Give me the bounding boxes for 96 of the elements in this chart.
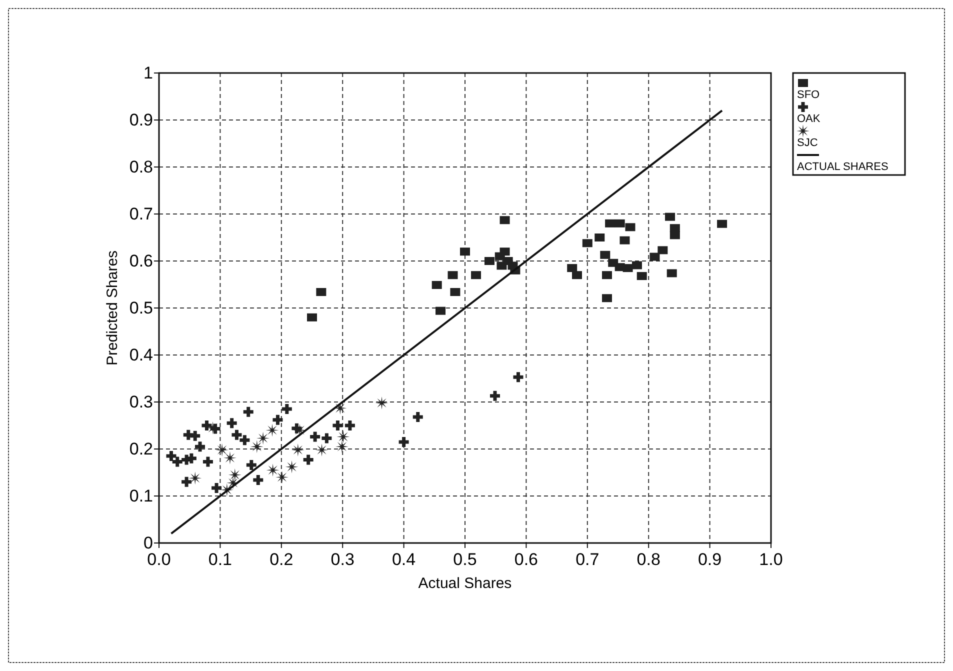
y-tick-label: 0.9 [129,110,153,130]
point [605,219,616,228]
point [320,431,334,445]
point [330,418,344,432]
point [436,306,446,315]
point [223,451,236,464]
x-tick-label: 0.7 [576,550,600,569]
point [614,219,625,228]
x-tick-label: 0.0 [147,550,171,569]
point [488,389,502,403]
point [450,288,460,296]
y-tick-label: 0 [144,534,153,552]
point [496,262,507,270]
point [266,464,280,477]
point [180,475,194,489]
point [448,271,458,280]
point [625,223,636,232]
x-tick-label: 1.0 [759,550,783,569]
point [228,468,242,482]
x-tick-label: 0.9 [698,550,722,569]
point [270,413,284,427]
point [266,424,279,437]
point [285,460,298,474]
point [293,424,306,437]
point [594,234,605,242]
point [375,396,388,410]
point [250,440,264,454]
point [343,418,357,432]
y-tick-label: 0.4 [129,346,153,364]
point [500,248,510,256]
y-tick-label: 0.3 [129,392,153,412]
point [256,432,270,445]
point [500,216,510,224]
point [225,416,239,430]
point [460,248,470,256]
x-tick-label: 0.4 [392,550,416,569]
point [193,440,207,454]
point [206,421,220,434]
point [670,231,680,240]
x-tick-label: 0.1 [208,550,232,569]
y-tick-label: 0.8 [129,158,153,176]
point [302,453,316,467]
point [242,405,256,419]
x-tick-label: 0.6 [514,550,538,569]
point [620,236,630,244]
point [717,220,728,228]
point [666,269,677,278]
point [201,454,215,468]
x-axis-title: Actual Shares [418,575,512,592]
legend-label: SJC [797,137,818,149]
point [582,239,592,248]
point [632,261,642,270]
y-tick-label: 0.2 [129,440,153,458]
point [600,250,610,259]
legend-label: OAK [797,113,821,125]
y-tick-label: 0.5 [129,298,153,318]
point [650,252,660,261]
point [276,470,289,484]
y-tick-label: 1 [144,64,153,82]
point [210,481,224,495]
point [411,410,425,424]
point [572,271,582,280]
legend-label: ACTUAL SHARES [797,161,888,173]
point [432,280,442,289]
x-tick-label: 0.2 [270,550,294,569]
point [188,472,202,485]
y-tick-label: 0.1 [129,486,153,506]
point [335,440,348,454]
point [336,430,350,444]
point [602,294,612,302]
point [484,257,494,265]
y-tick-label: 0.6 [129,252,153,270]
x-tick-label: 0.5 [453,550,477,569]
point [315,443,328,456]
y-tick-label: 0.7 [129,204,153,224]
point [280,402,294,416]
point [307,313,317,322]
legend-label: SFO [797,89,820,101]
point [291,443,304,456]
y-axis-title: Predicted Shares [104,250,121,366]
x-tick-label: 0.3 [330,550,354,569]
point [567,264,578,272]
point [244,458,258,472]
point [216,443,229,456]
point [471,271,482,280]
point [290,422,304,436]
point [308,430,322,444]
point [511,370,525,384]
point [397,435,411,449]
point [636,272,647,280]
point [251,473,265,487]
x-tick-label: 0.8 [636,550,660,569]
point [316,288,326,296]
point [665,212,676,221]
point [658,246,668,254]
point [602,271,612,280]
